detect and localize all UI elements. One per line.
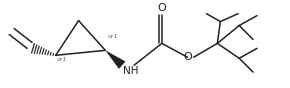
Text: NH: NH: [123, 66, 139, 76]
Text: or1: or1: [107, 34, 118, 39]
Text: or1: or1: [57, 57, 67, 62]
Polygon shape: [105, 50, 126, 69]
Text: O: O: [157, 3, 166, 13]
Text: O: O: [183, 52, 192, 62]
